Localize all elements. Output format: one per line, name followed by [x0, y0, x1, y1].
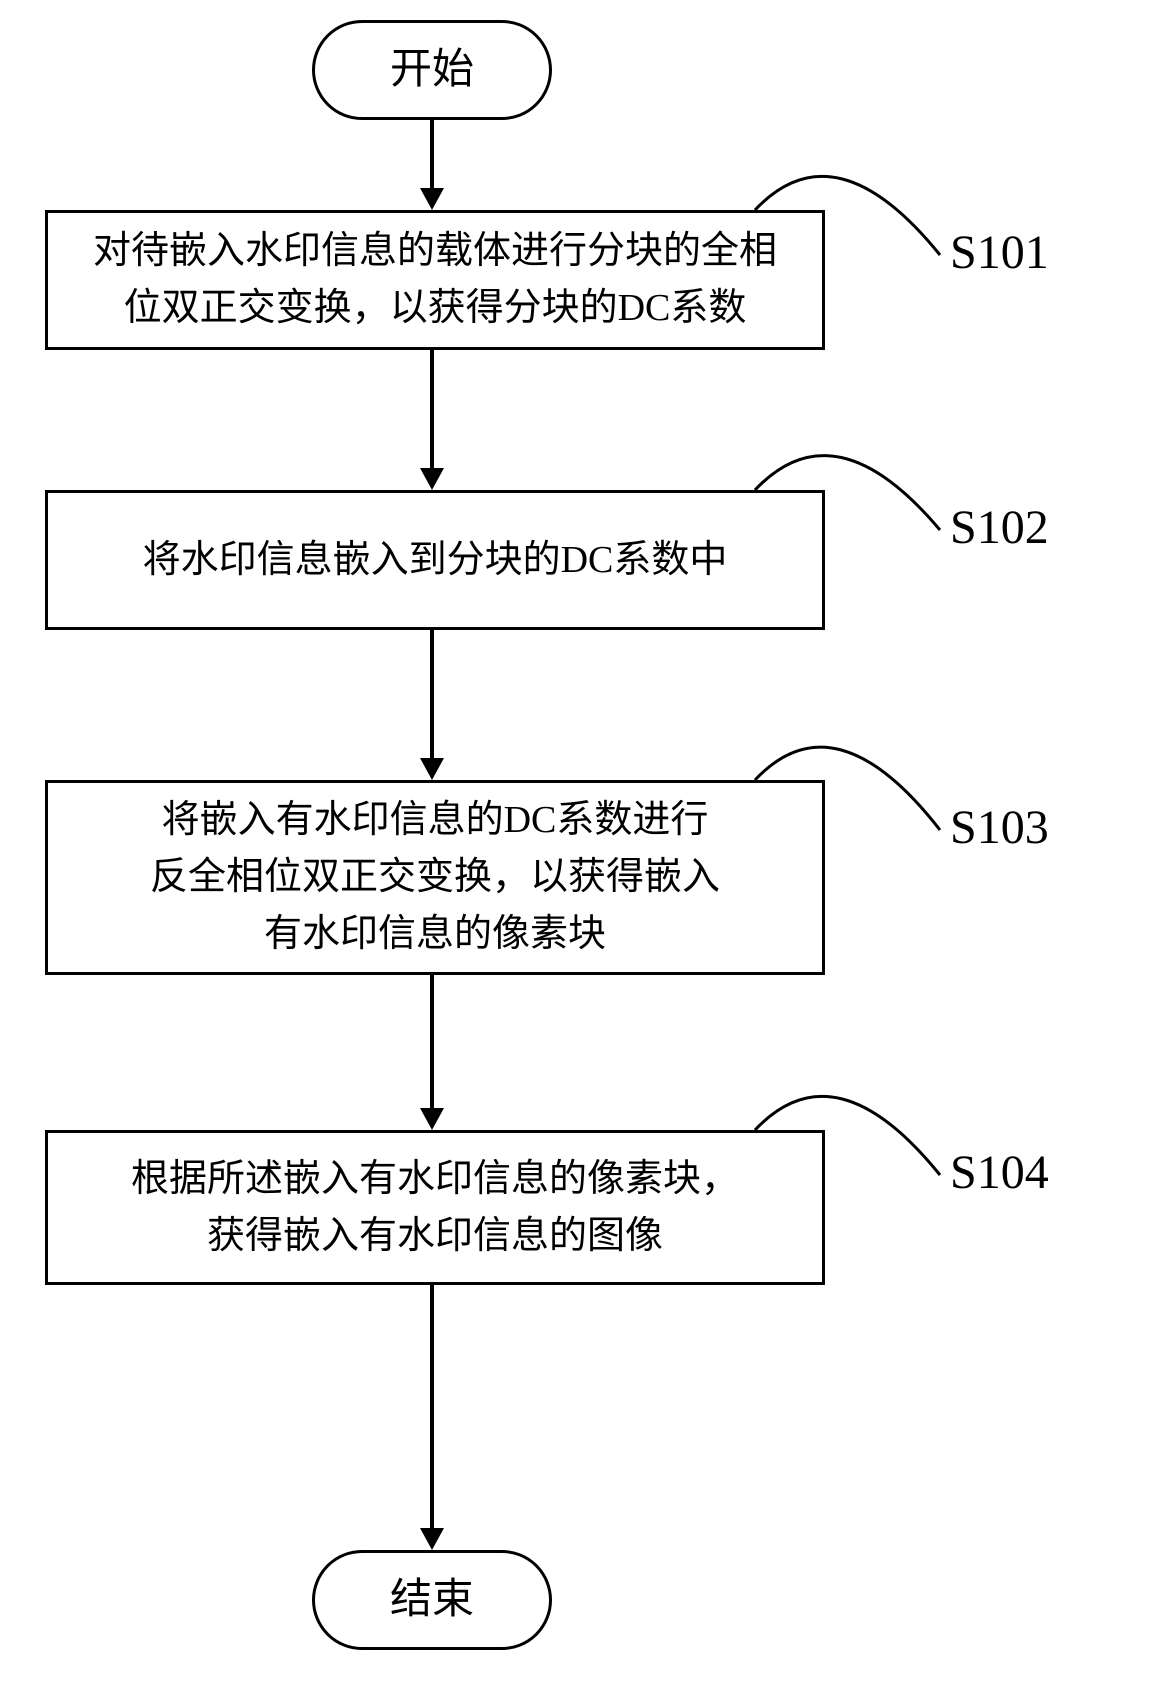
process-s102: 将水印信息嵌入到分块的DC系数中	[45, 490, 825, 630]
curve-s104	[745, 1060, 955, 1185]
arrow-2-head	[420, 468, 444, 490]
process-s101: 对待嵌入水印信息的载体进行分块的全相 位双正交变换，以获得分块的DC系数	[45, 210, 825, 350]
s102-line1: 将水印信息嵌入到分块的DC系数中	[143, 539, 728, 581]
s103-line2: 反全相位双正交变换，以获得嵌入	[150, 856, 720, 898]
process-s103: 将嵌入有水印信息的DC系数进行 反全相位双正交变换，以获得嵌入 有水印信息的像素…	[45, 780, 825, 975]
terminal-end: 结束	[312, 1550, 552, 1650]
label-s103: S103	[950, 800, 1049, 855]
arrow-3-head	[420, 758, 444, 780]
process-s103-text: 将嵌入有水印信息的DC系数进行 反全相位双正交变换，以获得嵌入 有水印信息的像素…	[150, 792, 720, 963]
s104-line2: 获得嵌入有水印信息的图像	[207, 1215, 663, 1257]
s104-line1: 根据所述嵌入有水印信息的像素块，	[131, 1158, 739, 1200]
process-s101-text: 对待嵌入水印信息的载体进行分块的全相 位双正交变换，以获得分块的DC系数	[93, 223, 777, 337]
curve-s102	[745, 420, 955, 540]
terminal-start: 开始	[312, 20, 552, 120]
label-s102: S102	[950, 500, 1049, 555]
s101-line1: 对待嵌入水印信息的载体进行分块的全相	[93, 230, 777, 272]
terminal-end-text: 结束	[390, 1579, 474, 1621]
arrow-1-line	[430, 120, 434, 188]
arrow-2-line	[430, 350, 434, 468]
process-s102-text: 将水印信息嵌入到分块的DC系数中	[143, 532, 728, 589]
terminal-start-text: 开始	[390, 49, 474, 91]
s101-line2: 位双正交变换，以获得分块的DC系数	[124, 287, 747, 329]
arrow-5-head	[420, 1528, 444, 1550]
process-s104-text: 根据所述嵌入有水印信息的像素块， 获得嵌入有水印信息的图像	[131, 1151, 739, 1265]
s103-line3: 有水印信息的像素块	[264, 913, 606, 955]
arrow-4-line	[430, 975, 434, 1108]
arrow-4-head	[420, 1108, 444, 1130]
flowchart-container: 开始 对待嵌入水印信息的载体进行分块的全相 位双正交变换，以获得分块的DC系数 …	[0, 0, 1166, 1694]
arrow-5-line	[430, 1285, 434, 1528]
process-s104: 根据所述嵌入有水印信息的像素块， 获得嵌入有水印信息的图像	[45, 1130, 825, 1285]
label-s101: S101	[950, 225, 1049, 280]
label-s104: S104	[950, 1145, 1049, 1200]
arrow-1-head	[420, 188, 444, 210]
curve-s101	[745, 140, 955, 260]
arrow-3-line	[430, 630, 434, 758]
curve-s103	[745, 710, 955, 840]
s103-line1: 将嵌入有水印信息的DC系数进行	[162, 799, 709, 841]
